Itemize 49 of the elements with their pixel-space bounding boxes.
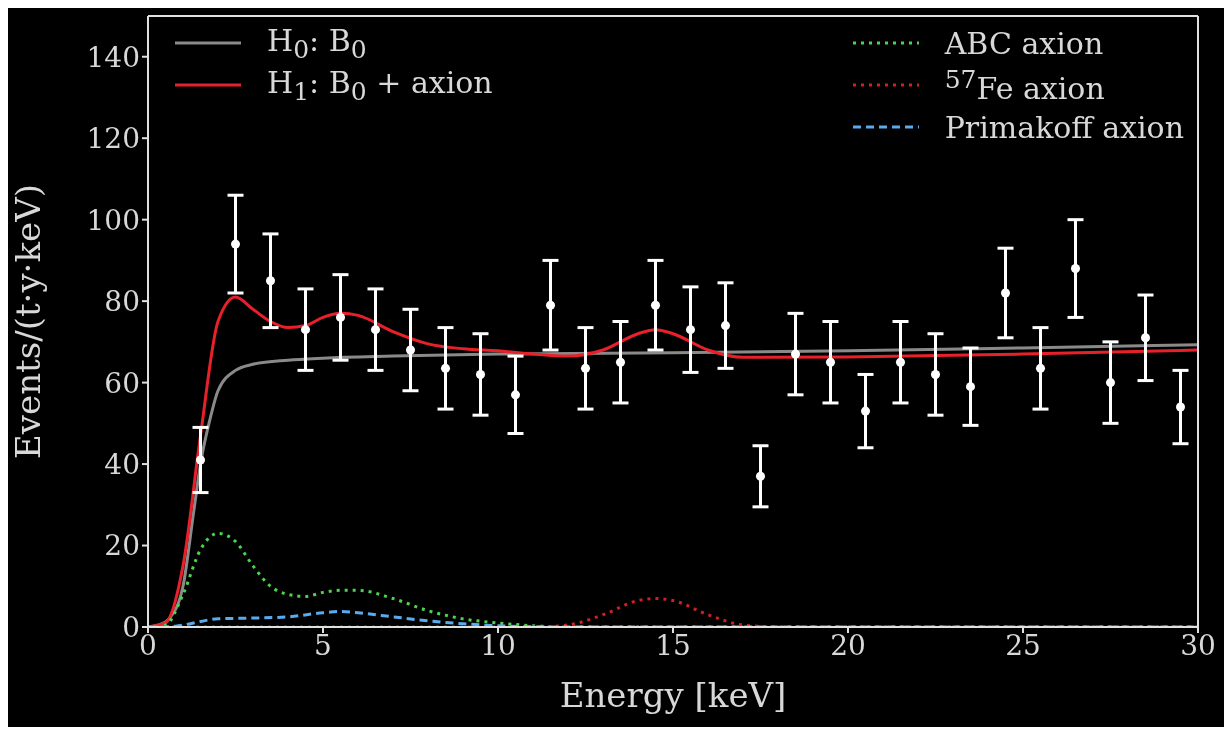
point <box>720 321 731 331</box>
legend-label: H$_{0}$: B$_{0}$ <box>267 22 367 64</box>
point <box>545 300 556 310</box>
point <box>195 455 206 465</box>
y-tick-label: 120 <box>86 122 140 156</box>
y-tick-label: 60 <box>104 366 140 400</box>
point <box>965 382 976 392</box>
point <box>860 406 871 416</box>
point <box>790 349 801 359</box>
point <box>1070 264 1081 274</box>
point <box>685 325 696 335</box>
point <box>930 369 941 379</box>
point <box>755 471 766 481</box>
point <box>1140 333 1151 343</box>
point <box>335 312 346 322</box>
point <box>300 325 311 335</box>
point <box>370 325 381 335</box>
legend-label: ABC axion <box>944 25 1104 61</box>
point <box>615 357 626 367</box>
x-axis-title: Energy [keV] <box>559 675 787 715</box>
x-tick-label: 30 <box>1180 628 1216 662</box>
legend-label: H$_{1}$: B$_{0}$ + axion <box>267 64 493 106</box>
point <box>510 390 521 400</box>
point <box>825 357 836 367</box>
point <box>1035 363 1046 373</box>
point <box>895 357 906 367</box>
y-tick-label: 140 <box>86 40 140 74</box>
point <box>405 345 416 355</box>
point <box>580 363 591 373</box>
point <box>440 363 451 373</box>
y-axis-title: Events/(t·y·keV) <box>8 184 49 459</box>
point <box>1000 288 1011 298</box>
point <box>1105 378 1116 388</box>
point <box>1175 402 1186 412</box>
x-tick-label: 10 <box>480 628 516 662</box>
y-tick-label: 100 <box>86 203 140 237</box>
point <box>475 369 486 379</box>
y-tick-label: 20 <box>104 529 140 563</box>
point <box>265 276 276 286</box>
point <box>230 239 241 249</box>
y-tick-label: 40 <box>104 448 140 482</box>
x-tick-label: 15 <box>655 628 691 662</box>
x-tick-label: 25 <box>1005 628 1041 662</box>
x-tick-label: 20 <box>830 628 866 662</box>
legend-label: Primakoff axion <box>944 109 1184 145</box>
legend-label: $^{57}$Fe axion <box>944 64 1105 106</box>
y-tick-label: 80 <box>104 285 140 319</box>
point <box>650 300 661 310</box>
x-tick-label: 5 <box>314 628 332 662</box>
